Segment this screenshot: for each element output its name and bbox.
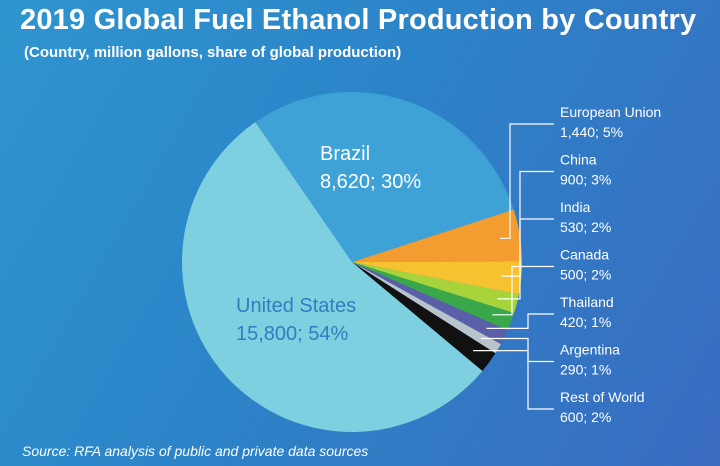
legend-value-argentina: 290; 1% [560,362,611,378]
chart-subtitle: (Country, million gallons, share of glob… [24,44,402,61]
pie-slice-china [352,261,523,295]
pie-slice-rest-of-world [352,262,496,372]
legend-label-rest-of-world: Rest of World [560,389,645,405]
slice-value-brazil: 8,620; 30% [320,171,421,193]
slice-label-united-states: United States [236,295,356,317]
slice-value-united-states: 15,800; 54% [236,323,349,345]
legend-label-india: India [560,199,591,215]
pie-slice-european-union [352,209,522,262]
pie-slice-thailand [352,262,508,345]
leader-line-rest-of-world [473,350,554,410]
chart-title: 2019 Global Fuel Ethanol Production by C… [20,4,697,36]
pie-slice-india [352,262,519,314]
legend-value-india: 530; 2% [560,219,611,235]
legend-label-china: China [560,152,597,168]
legend-value-european-union: 1,440; 5% [560,124,623,140]
pie-slice-argentina [352,262,501,354]
legend-value-canada: 500; 2% [560,267,611,283]
leader-line-canada [492,265,554,316]
leader-line-thailand [486,313,554,329]
legend-value-thailand: 420; 1% [560,314,611,330]
slice-label-brazil: Brazil [320,143,370,165]
leader-line-european-union [500,123,554,239]
legend-label-thailand: Thailand [560,294,614,310]
legend-label-european-union: European Union [560,104,661,120]
leader-line-india [497,218,554,300]
source-note: Source: RFA analysis of public and priva… [22,443,369,459]
legend-label-argentina: Argentina [560,342,620,358]
pie-slice-brazil [255,91,514,262]
pie-slice-canada [352,262,515,331]
legend-value-china: 900; 3% [560,172,611,188]
legend-value-rest-of-world: 600; 2% [560,409,611,425]
pie-slice-united-states [181,122,483,432]
legend-label-canada: Canada [560,247,609,263]
